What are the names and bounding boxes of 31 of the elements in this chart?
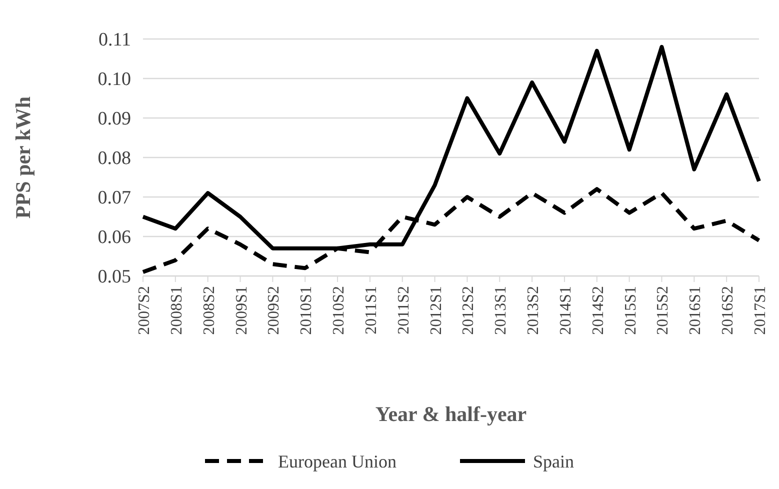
x-tick-label: 2011S1 [362, 286, 380, 334]
x-tick-label: 2012S2 [460, 286, 478, 335]
x-tick-label: 2008S1 [168, 286, 186, 335]
x-tick-label: 2013S1 [492, 286, 510, 335]
x-tick-label: 2007S2 [136, 286, 153, 335]
x-tick-label: 2012S1 [428, 286, 445, 335]
x-tick-label: 2008S2 [200, 286, 218, 335]
x-tick-label: 2013S2 [525, 286, 542, 335]
x-tick-label: 2014S2 [590, 286, 607, 335]
y-tick-label: 0.07 [98, 188, 131, 209]
x-tick-label: 2010S2 [330, 286, 348, 335]
y-tick-label: 0.08 [98, 148, 131, 170]
x-tick-label: 2014S1 [557, 286, 574, 335]
x-tick-label: 2016S1 [687, 286, 704, 335]
legend-label: Spain [533, 451, 574, 472]
x-tick-label: 2009S2 [266, 286, 283, 335]
x-tick-label: 2011S2 [395, 286, 412, 334]
legend-label: European Union [278, 451, 396, 472]
x-tick-label: 2017S1 [752, 286, 769, 335]
y-tick-label: 0.05 [98, 266, 131, 288]
x-tick-label: 2010S1 [298, 286, 316, 335]
x-tick-label: 2016S2 [720, 286, 737, 335]
x-axis-title: Year & half-year [375, 402, 527, 426]
y-tick-label: 0.11 [98, 30, 131, 51]
y-axis-title: PPS per kWh [11, 96, 35, 219]
y-tick-label: 0.09 [98, 108, 131, 130]
y-tick-label: 0.10 [98, 69, 131, 90]
y-tick-label: 0.06 [98, 227, 131, 248]
x-tick-label: 2015S2 [654, 286, 672, 335]
x-tick-label: 2009S1 [233, 286, 250, 335]
x-tick-label: 2015S1 [622, 286, 640, 335]
